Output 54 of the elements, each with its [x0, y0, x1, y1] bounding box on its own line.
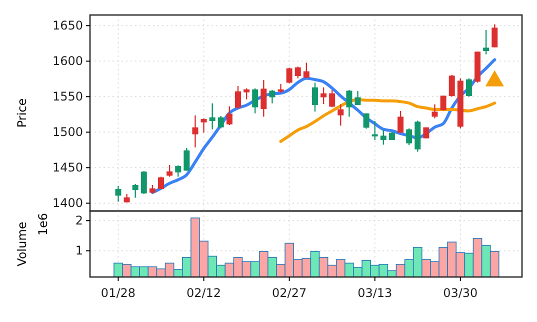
candlestick: [303, 62, 310, 79]
candlestick: [209, 102, 216, 130]
candlestick: [448, 74, 455, 98]
candlestick: [440, 95, 446, 112]
y-tick-label: 1400: [52, 196, 83, 210]
x-tick-label: 02/27: [272, 286, 307, 300]
y-tick-label: 1550: [52, 90, 83, 104]
y-tick-label: 1450: [52, 160, 83, 175]
candlestick: [398, 110, 404, 134]
candlestick: [380, 129, 386, 146]
candlestick: [483, 29, 490, 55]
y-tick-label: 1500: [52, 125, 83, 140]
y-tick-label: 2: [75, 213, 83, 228]
x-tick-label: 02/12: [186, 286, 222, 300]
candlestick: [432, 104, 438, 119]
candlestick: [235, 85, 241, 110]
y-axis-title: Volume: [15, 222, 29, 266]
candlestick: [363, 112, 370, 130]
candlestick: [252, 88, 258, 114]
candlestick: [354, 90, 361, 106]
candlestick: [115, 185, 122, 202]
y-tick-label: 1: [75, 244, 83, 258]
candlestick: [244, 88, 250, 100]
candlestick: [294, 66, 301, 79]
candlestick: [320, 86, 327, 105]
candlestick: [218, 115, 224, 129]
candlestick: [166, 164, 173, 178]
candlestick: [372, 120, 378, 141]
candlestick: [312, 82, 318, 112]
candlestick: [269, 89, 276, 104]
candlestick: [200, 118, 207, 134]
y-axis-title: Price: [15, 98, 29, 128]
y-tick-label: 1650: [52, 18, 83, 32]
candlestick: [329, 89, 336, 108]
candlestick: [406, 128, 412, 146]
candlestick: [192, 114, 198, 148]
candlestick: [158, 176, 164, 190]
x-tick-label: 01/28: [100, 286, 136, 300]
x-tick-label: 03/13: [358, 286, 392, 300]
candlestick: [286, 67, 292, 84]
text: 1e6: [36, 213, 50, 236]
candlestick: [346, 89, 352, 118]
candlestick: [140, 170, 147, 195]
candlestick: [260, 79, 267, 118]
candlestick: [184, 147, 190, 172]
line-series: [150, 58, 496, 194]
candlestick: [175, 164, 182, 178]
candlestick: [338, 104, 344, 126]
candlestick: [492, 24, 498, 48]
candlestick: [226, 106, 232, 126]
candlestick: [132, 183, 138, 198]
y-tick-label: 1600: [52, 54, 83, 68]
candlestick: [466, 78, 472, 98]
x-tick-label: 03/30: [443, 286, 478, 300]
